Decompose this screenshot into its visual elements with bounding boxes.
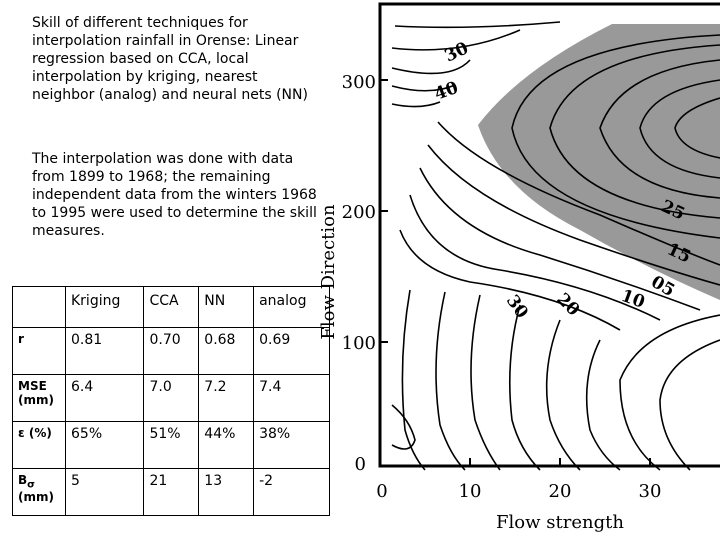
contour-line bbox=[511, 34, 720, 239]
contour-line bbox=[599, 59, 720, 199]
table-header-cell: analog bbox=[253, 286, 330, 328]
table-cell: 5 bbox=[64, 468, 145, 516]
contour-label: 20 bbox=[552, 289, 583, 320]
y-tick-label: 300 bbox=[342, 72, 376, 93]
row-label: ε (%) bbox=[12, 421, 66, 469]
table-cell: 51% bbox=[143, 421, 200, 469]
contour-line bbox=[391, 101, 441, 108]
table-header-cell: NN bbox=[198, 286, 255, 328]
contour-line bbox=[549, 44, 720, 219]
contour-line bbox=[409, 194, 661, 321]
axes bbox=[378, 2, 720, 468]
x-tick-label: 30 bbox=[639, 481, 662, 502]
row-label: r bbox=[12, 327, 66, 375]
table-header-row: Kriging CCA NN analog bbox=[12, 286, 330, 328]
table-row: MSE (mm) 6.4 7.0 7.2 7.4 bbox=[12, 374, 330, 422]
x-tick-label: 0 bbox=[376, 481, 387, 502]
table-cell: 0.70 bbox=[143, 327, 200, 375]
plot-frame bbox=[378, 2, 720, 468]
contour-line bbox=[391, 29, 521, 51]
y-axis-label: Flow Direction bbox=[318, 204, 339, 340]
contour-line bbox=[435, 291, 466, 471]
table-cell: 0.69 bbox=[253, 327, 330, 375]
y-tick-label: 200 bbox=[342, 202, 376, 223]
contour-line bbox=[470, 294, 501, 471]
contour-line bbox=[639, 79, 720, 179]
description-paragraph-1: Skill of different techniques for interp… bbox=[32, 15, 308, 103]
table-row: Bσ (mm) 5 21 13 -2 bbox=[12, 468, 330, 516]
contour-line bbox=[545, 319, 581, 471]
contour-line bbox=[391, 59, 471, 75]
table-cell: 38% bbox=[253, 421, 330, 469]
row-label-main: B bbox=[18, 473, 28, 487]
table-cell: -2 bbox=[253, 468, 330, 516]
contour-line bbox=[391, 84, 456, 92]
table-cell: 0.81 bbox=[64, 327, 145, 375]
contour-lines bbox=[391, 21, 720, 471]
contour-label: 40 bbox=[432, 78, 461, 105]
table-cell: 6.4 bbox=[64, 374, 145, 422]
table-cell: 65% bbox=[64, 421, 145, 469]
contour-line bbox=[419, 167, 701, 311]
x-axis-label: Flow strength bbox=[496, 512, 624, 533]
y-tick-label: 100 bbox=[342, 333, 376, 354]
contour-line bbox=[399, 229, 621, 331]
description-paragraph-2: The interpolation was done with data fro… bbox=[32, 151, 317, 239]
contour-line bbox=[659, 339, 720, 471]
table-cell: 44% bbox=[198, 421, 255, 469]
contour-line bbox=[619, 314, 720, 471]
table-cell: 13 bbox=[198, 468, 255, 516]
axis-ticks bbox=[380, 79, 651, 466]
row-label-unit: (mm) bbox=[18, 490, 54, 505]
contour-line bbox=[437, 121, 720, 266]
table-row: r 0.81 0.70 0.68 0.69 bbox=[12, 327, 330, 375]
contour-label: 30 bbox=[502, 291, 532, 322]
x-tick-label: 10 bbox=[459, 481, 482, 502]
row-label-subscript: σ bbox=[27, 479, 35, 491]
table-header-cell: CCA bbox=[143, 286, 200, 328]
table-cell: 7.0 bbox=[143, 374, 200, 422]
contour-line bbox=[427, 144, 720, 286]
table-row: ε (%) 65% 51% 44% 38% bbox=[12, 421, 330, 469]
row-label: MSE (mm) bbox=[12, 374, 66, 422]
shaded-region bbox=[478, 24, 720, 300]
contour-line bbox=[394, 21, 561, 29]
table-header-cell bbox=[12, 286, 66, 328]
contour-line bbox=[585, 339, 621, 471]
contour-line bbox=[674, 97, 720, 159]
y-tick-label: 0 bbox=[355, 454, 366, 475]
contour-plot: 0 100 200 300 0 10 20 30 Flow strength F… bbox=[318, 2, 720, 533]
table-cell: 7.2 bbox=[198, 374, 255, 422]
contour-line bbox=[391, 404, 416, 450]
contour-line bbox=[509, 304, 541, 471]
table-cell: 21 bbox=[143, 468, 200, 516]
table-header-cell: Kriging bbox=[64, 286, 145, 328]
table-cell: 0.68 bbox=[198, 327, 255, 375]
row-label: Bσ (mm) bbox=[12, 468, 66, 516]
skill-table: Kriging CCA NN analog r 0.81 0.70 0.68 0… bbox=[12, 286, 330, 516]
x-tick-label: 20 bbox=[549, 481, 572, 502]
